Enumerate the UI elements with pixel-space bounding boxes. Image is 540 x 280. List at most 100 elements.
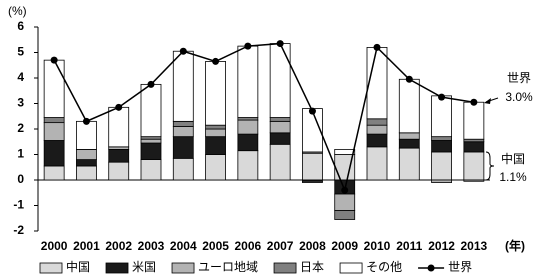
line-point <box>405 75 413 83</box>
bar-segment <box>463 101 485 140</box>
x-tick-label: 2010 <box>364 239 391 253</box>
bar-segment <box>205 136 226 155</box>
bar-segment <box>237 119 259 135</box>
bar-segment <box>76 159 97 167</box>
bar-segment <box>463 141 485 153</box>
bar-segment <box>43 140 65 167</box>
y-unit: (%) <box>8 4 27 18</box>
bar-segment <box>43 122 65 141</box>
y-tick-label: -2 <box>13 223 24 237</box>
bar-segment <box>366 118 388 126</box>
bar-segment <box>172 136 194 159</box>
y-tick-label: 1 <box>17 147 24 161</box>
legend-label: 世界 <box>448 260 472 274</box>
legend-label: その他 <box>366 260 402 274</box>
line <box>53 42 474 193</box>
y-tick-label: 6 <box>17 19 24 33</box>
bar-segment <box>140 142 162 160</box>
y-tick-label: 2 <box>17 121 24 135</box>
line-point <box>179 47 187 55</box>
bar-segment <box>398 147 420 181</box>
y-tick-label: -1 <box>13 198 24 212</box>
y-tick-label: 0 <box>17 172 24 186</box>
x-tick-label: 2007 <box>267 239 294 253</box>
line-point <box>82 117 90 125</box>
bar-segment <box>237 150 259 181</box>
line-point <box>50 56 58 64</box>
line-point <box>115 103 123 111</box>
x-tick-label: 2002 <box>105 239 132 253</box>
y-tick-label: 5 <box>17 45 24 59</box>
line-point <box>438 93 446 101</box>
bar-segment <box>43 165 65 181</box>
bar-segment <box>205 154 226 181</box>
x-tick-label: 2004 <box>170 239 197 253</box>
annotation-value: 1.1% <box>499 170 527 184</box>
bar-segment <box>269 132 291 145</box>
bar-segment <box>140 138 162 144</box>
bar-segment <box>302 108 323 153</box>
bar-segment <box>366 133 388 148</box>
bar-segment <box>237 45 259 118</box>
bar-segment <box>334 148 356 155</box>
x-tick-label: 2006 <box>235 239 262 253</box>
bar-segment <box>172 120 194 127</box>
bar-segment <box>463 179 485 182</box>
bar-segment <box>43 59 65 118</box>
bar-segment <box>172 50 194 122</box>
legend-swatch <box>39 262 63 274</box>
line-point <box>276 40 284 48</box>
x-tick-label: 2003 <box>138 239 165 253</box>
x-tick-label: 2008 <box>299 239 326 253</box>
annotation-brace <box>485 151 495 181</box>
x-tick-label: 2000 <box>41 239 68 253</box>
legend-label: ユーロ地域 <box>198 260 258 274</box>
legend-swatch <box>171 262 195 274</box>
bar-segment <box>431 136 452 141</box>
bar-segment <box>269 120 291 134</box>
legend-swatch <box>105 262 129 274</box>
bar-segment <box>108 161 130 181</box>
legend-label: 中国 <box>66 259 90 274</box>
x-tick-label: 2012 <box>428 239 455 253</box>
legend-swatch <box>339 262 363 274</box>
bar-segment <box>205 128 226 138</box>
bar-segment <box>398 138 420 149</box>
x-tick-label: 2013 <box>461 239 488 253</box>
bar-segment <box>431 140 452 153</box>
bar-segment <box>76 165 97 181</box>
line-point <box>212 57 220 65</box>
line-point <box>470 98 478 106</box>
bar-segment <box>269 117 291 122</box>
bar-segment <box>366 146 388 181</box>
bar-segment <box>76 148 97 160</box>
bar-segment <box>431 95 452 138</box>
bar-segment <box>172 157 194 181</box>
annotation-name: 中国 <box>501 151 525 166</box>
bar-segment <box>366 47 388 120</box>
bar-segment <box>398 78 420 134</box>
bar-segment <box>205 61 226 126</box>
line-point <box>308 107 316 115</box>
bar-segment <box>302 152 323 181</box>
bar-segment <box>463 151 485 181</box>
x-tick-label: 2001 <box>73 239 100 253</box>
line-point <box>244 42 252 50</box>
bar-segment <box>302 180 323 183</box>
bar-segment <box>76 120 97 150</box>
bar-segment <box>431 179 452 183</box>
bar-segment <box>140 83 162 138</box>
annotation-value: 3.0% <box>505 90 533 104</box>
bar-segment <box>43 117 65 124</box>
x-unit: (年) <box>505 238 525 253</box>
bar-segment <box>269 43 291 118</box>
line-point <box>341 186 349 194</box>
line-point <box>373 43 381 51</box>
annotation-arrowhead <box>484 98 491 104</box>
bar-segment <box>431 151 452 181</box>
bar-segment <box>108 106 130 148</box>
line-point <box>147 80 155 88</box>
y-tick-label: 4 <box>17 70 24 84</box>
y-tick-label: 3 <box>17 96 24 110</box>
